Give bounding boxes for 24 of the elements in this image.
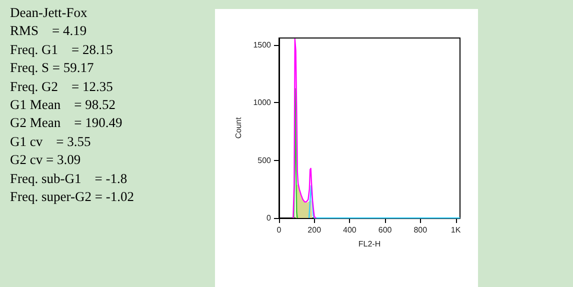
x-tick-label: 600 (378, 226, 392, 234)
text: Dean-Jett-Fox (10, 4, 88, 22)
y-tick-label: 0 (266, 214, 272, 222)
x-axis-title: FL2-H (358, 240, 381, 248)
x-tick-label: 200 (308, 226, 322, 234)
x-tick-label: 1K (450, 226, 462, 234)
text: G2 Mean = 190.49 (10, 114, 124, 132)
text: G1 cv = 3.55 (10, 132, 92, 151)
y-tick-label: 500 (258, 156, 272, 165)
y-tick-label: 1500 (253, 40, 272, 50)
text: Freq. S = 59.17 (10, 59, 95, 78)
text: Freq. G1 = 28.15 (10, 40, 114, 59)
x-tick-label: 800 (414, 226, 428, 234)
text: Freq. G2 = 12.35 (10, 78, 114, 96)
text: Freq. sub-G1 = -1.8 (10, 170, 128, 188)
text: G2 cv = 3.09 (10, 151, 82, 170)
text: RMS = 4.19 (10, 22, 88, 40)
x-tick-label: 0 (276, 226, 282, 234)
x-tick-label: 400 (343, 226, 357, 234)
text: G1 Mean = 98.52 (10, 96, 116, 114)
y-axis-title: Count (234, 116, 243, 139)
y-tick-label: 1000 (253, 98, 272, 108)
line-series (292, 38, 317, 219)
text: Freq. super-G2 = -1.02 (10, 188, 135, 206)
